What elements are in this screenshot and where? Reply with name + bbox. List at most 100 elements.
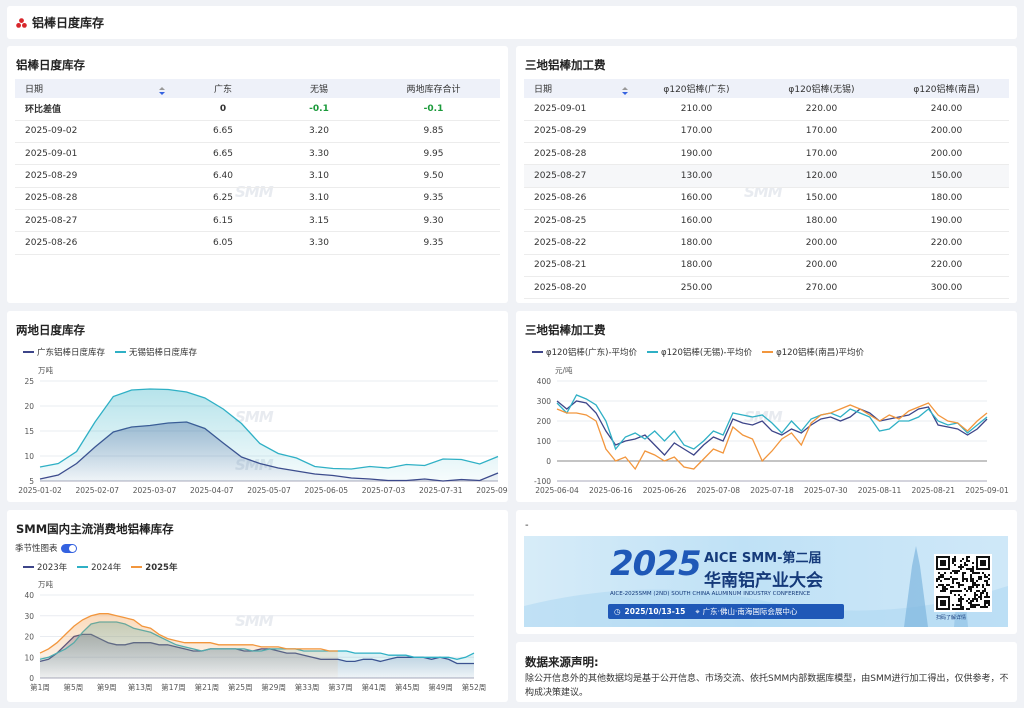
table-row: 2025-09-01 210.00 220.00 240.00 bbox=[524, 98, 1009, 121]
cell-value: 170.00 bbox=[759, 142, 884, 166]
table-row: 2025-08-29 170.00 170.00 200.00 bbox=[524, 120, 1009, 144]
table-row: 2025-08-21 180.00 200.00 220.00 bbox=[524, 254, 1009, 277]
cell-value: 220.00 bbox=[884, 254, 1009, 277]
legend-item[interactable]: 2024年 bbox=[77, 561, 121, 573]
x-tick-label: 2025-01-02 bbox=[18, 486, 62, 495]
conference-banner[interactable]: 2025 AICE SMM-第二届 华南铝产业大会 AICE-2025SMM (… bbox=[524, 536, 1008, 627]
x-tick-label: 2025-07-03 bbox=[362, 486, 406, 495]
table-row: 2025-08-22 180.00 200.00 220.00 bbox=[524, 231, 1009, 255]
cell-value: 150.00 bbox=[884, 164, 1009, 188]
y-tick-label: 20 bbox=[24, 402, 34, 411]
legend-item[interactable]: 2023年 bbox=[23, 561, 67, 573]
y-tick-label: 100 bbox=[537, 437, 552, 446]
cell-value: 250.00 bbox=[634, 276, 759, 300]
cell-value: 6.65 bbox=[175, 142, 271, 166]
cell-value: 3.15 bbox=[271, 209, 367, 233]
series-line[interactable] bbox=[39, 388, 499, 470]
legend-label: φ120铝棒(广东)-平均价 bbox=[546, 348, 638, 358]
column-header-fee-guangdong: φ120铝棒(广东) bbox=[663, 85, 730, 95]
banner-title-line1: AICE SMM-第二届 bbox=[704, 551, 822, 566]
x-tick-label: 第5周 bbox=[63, 682, 83, 692]
x-tick-label: 2025-02-07 bbox=[75, 486, 119, 495]
column-header-guangdong: 广东 bbox=[213, 85, 232, 95]
legend-swatch bbox=[115, 351, 127, 353]
sort-icon[interactable] bbox=[622, 87, 628, 95]
x-tick-label: 第17周 bbox=[161, 682, 186, 692]
table-row: 2025-09-02 6.65 3.20 9.85 bbox=[15, 120, 500, 144]
cell-value: 6.40 bbox=[175, 164, 271, 188]
y-tick-label: 5 bbox=[29, 477, 34, 486]
column-header-fee-nanchang: φ120铝棒(南昌) bbox=[913, 85, 980, 95]
x-tick-label: 第37周 bbox=[328, 682, 353, 692]
cell-date: 2025-09-01 bbox=[524, 98, 634, 121]
table-row: 2025-08-27 130.00 120.00 150.00 bbox=[524, 164, 1009, 188]
cell-value: 3.30 bbox=[271, 142, 367, 166]
x-tick-label: 2025-08-11 bbox=[858, 486, 902, 495]
y-tick-label: 300 bbox=[537, 397, 552, 406]
y-tick-label: 10 bbox=[24, 452, 34, 461]
series-line[interactable] bbox=[556, 400, 988, 456]
clock-icon: ◷ bbox=[614, 607, 621, 616]
y-tick-label: 10 bbox=[24, 653, 34, 662]
table-row: 2025-08-29 6.40 3.10 9.50 bbox=[15, 164, 500, 188]
aluminum-logo-icon bbox=[16, 17, 27, 28]
cell-value: 220.00 bbox=[759, 98, 884, 121]
cell-date: 2025-08-20 bbox=[524, 276, 634, 300]
legend-item[interactable]: φ120铝棒(无锡)-平均价 bbox=[647, 346, 752, 358]
cell-value: 6.65 bbox=[175, 120, 271, 144]
seasonal-toggle-row: 季节性图表 bbox=[15, 542, 77, 554]
legend-item[interactable]: φ120铝棒(广东)-平均价 bbox=[532, 346, 637, 358]
legend-item[interactable]: 无锡铝棒日度库存 bbox=[115, 346, 197, 358]
banner-subtitle: AICE-2025SMM (2ND) SOUTH CHINA ALUMINUM … bbox=[610, 591, 811, 597]
column-header-date[interactable]: 日期 bbox=[15, 79, 175, 98]
inventory-table-title: 铝棒日度库存 bbox=[16, 58, 85, 72]
series-line[interactable] bbox=[556, 402, 988, 471]
diff-label: 环比差值 bbox=[15, 98, 175, 121]
declaration-title: 数据来源声明: bbox=[525, 655, 599, 669]
legend-label: 2025年 bbox=[145, 563, 178, 573]
x-tick-label: 2025-04-07 bbox=[190, 486, 234, 495]
column-header-date[interactable]: 日期 bbox=[524, 79, 634, 98]
column-header-wuxi: 无锡 bbox=[309, 85, 328, 95]
cell-value: 190.00 bbox=[634, 142, 759, 166]
seasonal-chart: 万吨 0 10 20 30 40 第1周 第5周 第9周 第13周 第17周 第21周 第25周 第29周… bbox=[24, 579, 486, 692]
x-tick-label: 2025-07-18 bbox=[750, 486, 794, 495]
banner-location: 广东·佛山·南海国际会展中心 bbox=[702, 607, 798, 616]
cell-value: 160.00 bbox=[634, 187, 759, 210]
diff-row: 环比差值 0 -0.1 -0.1 bbox=[15, 98, 500, 121]
fee-chart: 元/吨 -100 0 100 200 300 400 2025-06-04 2025-06-16… bbox=[534, 365, 1009, 495]
cell-date: 2025-08-22 bbox=[524, 231, 634, 255]
series-line[interactable] bbox=[39, 613, 338, 654]
banner-title-line2: 华南铝产业大会 bbox=[704, 571, 823, 591]
declaration-card: 数据来源声明: 除公开信息外的其他数据均是基于公开信息、市场交流、依托SMM内部… bbox=[516, 642, 1017, 702]
y-unit-label: 元/吨 bbox=[555, 365, 573, 375]
cell-date: 2025-09-01 bbox=[15, 142, 175, 166]
legend-label: φ120铝棒(无锡)-平均价 bbox=[661, 348, 753, 358]
legend-swatch bbox=[762, 351, 774, 353]
cell-value: 170.00 bbox=[634, 120, 759, 144]
cell-value: 9.50 bbox=[367, 164, 500, 188]
x-tick-label: 2025-07-08 bbox=[696, 486, 740, 495]
x-tick-label: 2025-06-04 bbox=[535, 486, 579, 495]
diff-wuxi: -0.1 bbox=[271, 98, 367, 121]
table-row: 2025-09-01 6.65 3.30 9.95 bbox=[15, 142, 500, 166]
series-line[interactable] bbox=[556, 394, 988, 451]
cell-value: 180.00 bbox=[884, 187, 1009, 210]
y-tick-label: 30 bbox=[24, 612, 34, 621]
legend-item[interactable]: 2025年 bbox=[131, 561, 177, 573]
seasonal-toggle[interactable] bbox=[60, 544, 77, 553]
legend-item[interactable]: φ120铝棒(南昌)平均价 bbox=[762, 346, 864, 358]
x-tick-label: 第45周 bbox=[395, 682, 420, 692]
legend-swatch bbox=[532, 351, 543, 353]
fee-chart-title: 三地铝棒加工费 bbox=[525, 323, 606, 337]
cell-value: 3.10 bbox=[271, 187, 367, 210]
cell-value: 150.00 bbox=[759, 187, 884, 210]
inventory-chart: 万吨 5 10 15 20 25 2025-01-02 2025-02-07 2025-03-0… bbox=[18, 365, 508, 495]
table-row: 2025-08-27 6.15 3.15 9.30 bbox=[15, 209, 500, 233]
declaration-text: 除公开信息外的其他数据均是基于公开信息、市场交流、依托SMM内部数据库模型，由S… bbox=[525, 674, 1009, 698]
legend-item[interactable]: 广东铝棒日度库存 bbox=[23, 346, 105, 358]
watermark: SMM bbox=[235, 408, 274, 426]
sort-icon[interactable] bbox=[159, 87, 165, 95]
cell-value: 180.00 bbox=[759, 209, 884, 233]
cell-date: 2025-08-21 bbox=[524, 254, 634, 277]
